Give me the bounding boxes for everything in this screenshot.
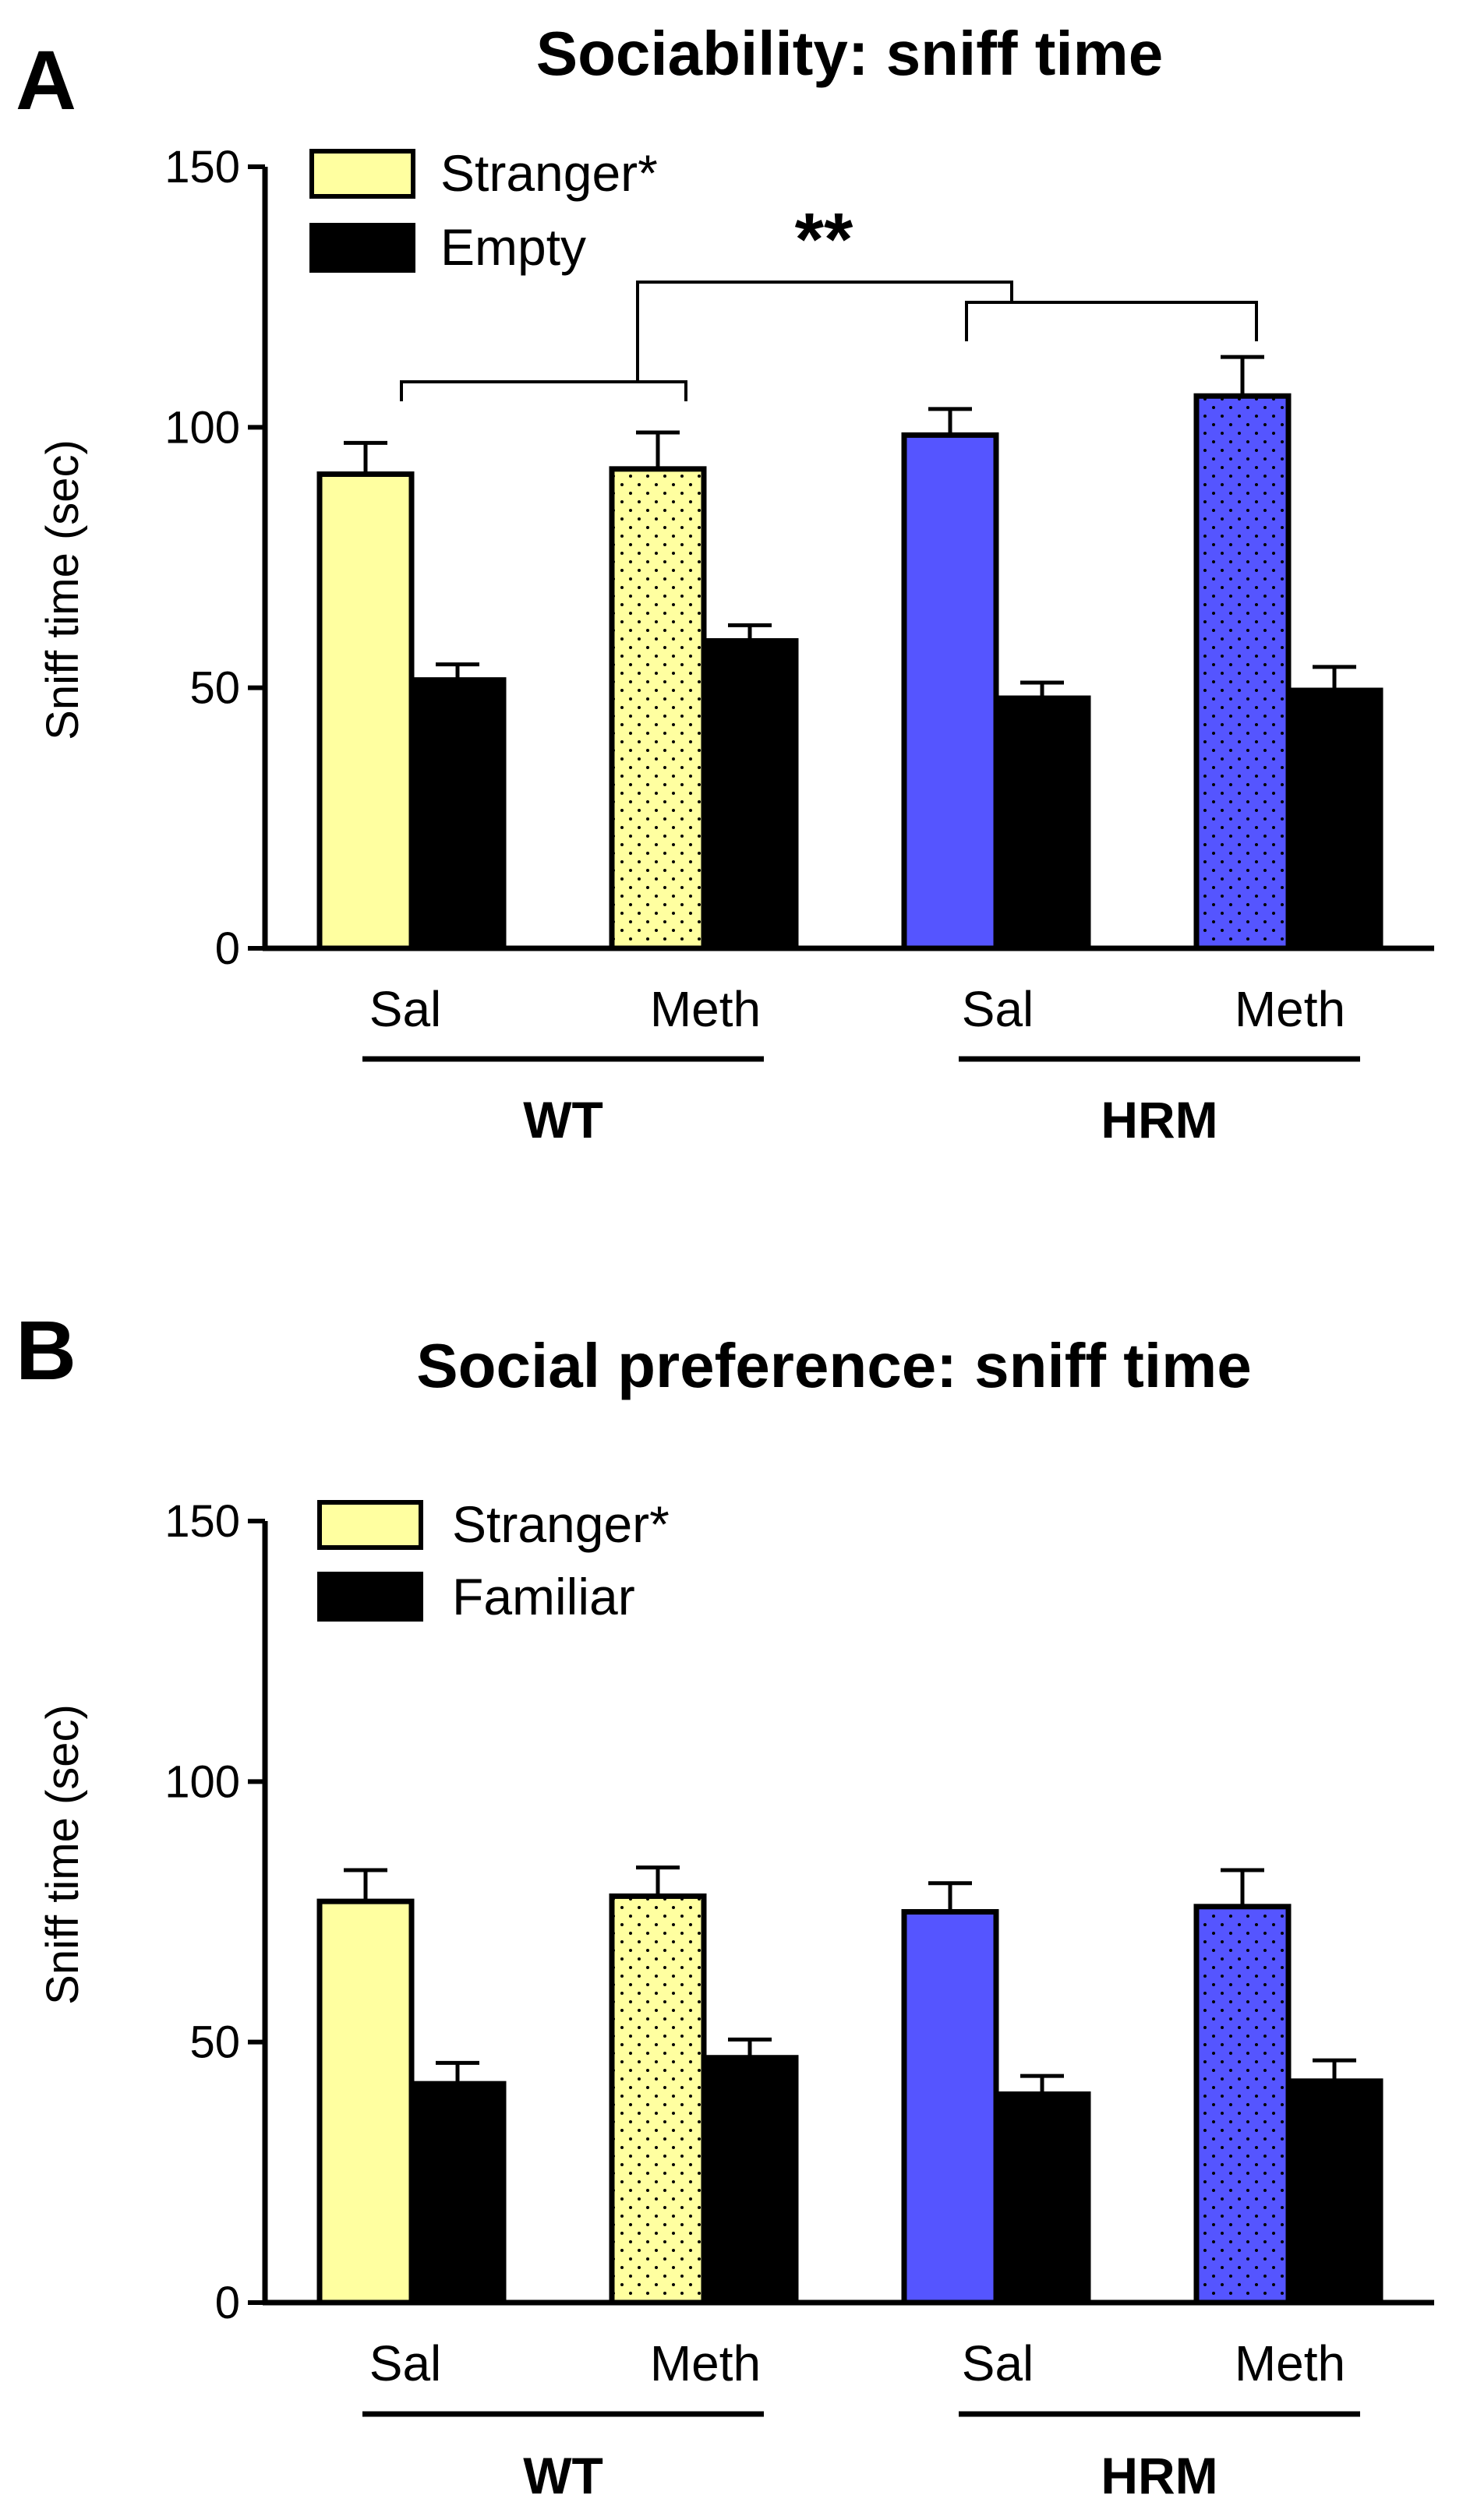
error-bars [344, 355, 1356, 699]
x-category-label: Meth [1235, 2335, 1345, 2391]
error-bar-stranger [344, 440, 387, 475]
bar-empty [993, 695, 1091, 951]
x-axis-groups: WT HRM [362, 2411, 1360, 2504]
bar-empty [408, 677, 507, 951]
y-axis-label: Sniff time (sec) [37, 1704, 88, 2005]
error-bar-empty [436, 662, 479, 680]
chart-title: Social preference: sniff time [416, 1331, 1251, 1400]
bar-familiar [408, 2081, 507, 2306]
error-bar-stranger [928, 407, 972, 436]
error-bar-familiar [1313, 2058, 1356, 2081]
error-bar-stranger [928, 1881, 972, 1912]
y-tick-label: 100 [164, 402, 240, 453]
significance-stars: ** [795, 198, 853, 281]
legend-label-familiar: Familiar [452, 1568, 635, 1625]
y-axis-label: Sniff time (sec) [37, 439, 88, 740]
x-category-label: Sal [369, 2335, 442, 2391]
bracket-wt [400, 380, 687, 401]
bar-stranger [1193, 1904, 1292, 2306]
legend-label-stranger: Stranger* [440, 144, 658, 202]
y-tick-label: 0 [215, 923, 240, 974]
legend: Stranger* Empty [309, 144, 658, 276]
bar-empty [1285, 687, 1383, 951]
error-bar-empty [1313, 665, 1356, 691]
x-category-label: Meth [1235, 981, 1345, 1037]
panel-label: A [16, 33, 76, 127]
error-bar-familiar [728, 2037, 772, 2058]
y-tick-label: 150 [164, 142, 240, 192]
panel-label: B [16, 1303, 76, 1397]
y-tick-label: 150 [164, 1496, 240, 1547]
x-axis-groups: WT HRM [362, 1056, 1360, 1149]
bar-stranger [316, 471, 415, 951]
bar-stranger [316, 1898, 415, 2306]
y-tick-label: 50 [189, 663, 240, 714]
x-axis-categories: Sal Meth Sal Meth [369, 2335, 1345, 2391]
group-label: HRM [1101, 1091, 1217, 1149]
error-bars [344, 1865, 1356, 2095]
x-category-label: Meth [650, 2335, 761, 2391]
bars [316, 1893, 1383, 2306]
error-bar-familiar [1020, 2074, 1064, 2095]
bar-familiar [701, 2055, 799, 2306]
x-category-label: Sal [962, 981, 1034, 1037]
y-tick-label: 0 [215, 2278, 240, 2328]
y-tick-label: 100 [164, 1756, 240, 1807]
chart-panel-a: A Sociability: sniff time Sniff time (se… [16, 19, 1434, 1149]
legend: Stranger* Familiar [317, 1495, 670, 1625]
legend-swatch-familiar [317, 1572, 423, 1622]
error-bar-stranger [1221, 1868, 1264, 1907]
bracket-between-groups [636, 281, 1013, 382]
x-category-label: Sal [369, 981, 442, 1037]
group-label: WT [523, 2447, 603, 2504]
significance-bracket: ** [400, 198, 1258, 401]
legend-swatch-stranger [317, 1500, 423, 1550]
y-axis-ticks: 0 50 100 150 [164, 142, 265, 974]
y-tick-label: 50 [189, 2017, 240, 2068]
bar-familiar [1285, 2078, 1383, 2306]
error-bar-familiar [436, 2060, 479, 2084]
error-bar-stranger [636, 430, 680, 469]
bars [316, 393, 1383, 951]
x-axis-categories: Sal Meth Sal Meth [369, 981, 1345, 1037]
bar-stranger [609, 466, 707, 951]
y-axis-ticks: 0 50 100 150 [164, 1496, 265, 2328]
bar-stranger [1193, 393, 1292, 951]
x-category-label: Sal [962, 2335, 1034, 2391]
legend-swatch-empty [309, 223, 415, 273]
error-bar-stranger [636, 1865, 680, 1897]
bar-stranger [901, 1909, 999, 2306]
group-label: WT [523, 1091, 603, 1149]
legend-label-empty: Empty [440, 218, 586, 276]
bar-stranger [901, 432, 999, 951]
error-bar-empty [1020, 680, 1064, 699]
error-bar-stranger [1221, 355, 1264, 397]
bracket-hrm [965, 301, 1258, 341]
chart-title: Sociability: sniff time [536, 19, 1164, 88]
chart-panel-b: B Social preference: sniff time Sniff ti… [16, 1303, 1434, 2504]
x-category-label: Meth [650, 981, 761, 1037]
error-bar-empty [728, 623, 772, 641]
legend-label-stranger: Stranger* [452, 1495, 670, 1553]
bar-empty [701, 637, 799, 951]
bar-stranger [609, 1893, 707, 2306]
legend-swatch-stranger [309, 149, 415, 199]
group-label: HRM [1101, 2447, 1217, 2504]
error-bar-stranger [344, 1868, 387, 1902]
bar-familiar [993, 2091, 1091, 2306]
